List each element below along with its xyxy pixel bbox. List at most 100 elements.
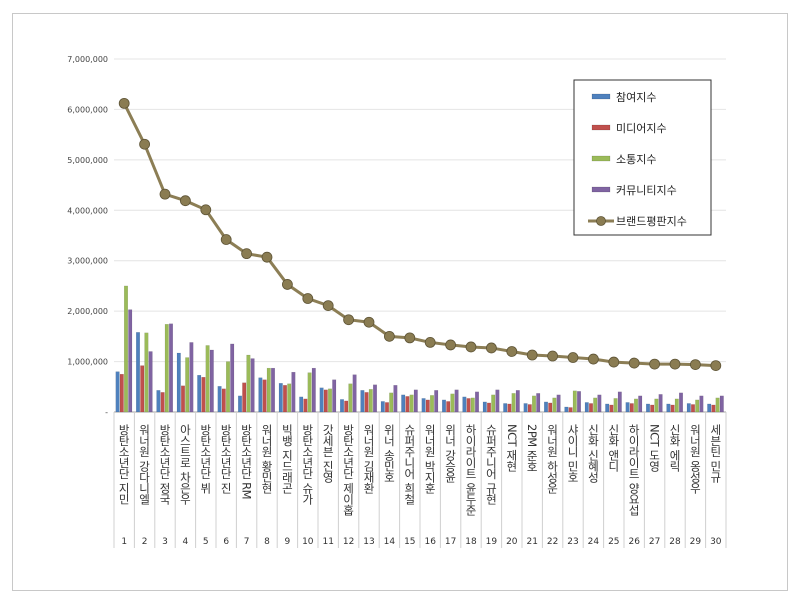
bar-4-23 (577, 391, 582, 413)
bar-1-3 (156, 390, 161, 413)
legend-label: 커뮤니티지수 (616, 184, 677, 197)
rank-label: 9 (285, 537, 291, 547)
rank-label: 5 (203, 537, 209, 547)
rank-label: 13 (363, 537, 374, 547)
rank-label: 7 (244, 537, 250, 547)
category-label: 방탄소년단 지민 (117, 424, 131, 504)
brand-index-point-21 (526, 349, 538, 361)
bar-4-4 (189, 342, 194, 413)
bar-2-26 (629, 403, 634, 413)
category-label: 신화 앤디 (607, 424, 621, 471)
bar-1-12 (340, 399, 345, 413)
bar-3-27 (654, 398, 659, 413)
bar-2-13 (364, 392, 369, 413)
brand-index-point-14 (383, 330, 395, 342)
bar-4-15 (413, 389, 418, 413)
bar-2-6 (221, 388, 226, 413)
rank-label: 29 (690, 537, 702, 547)
bar-2-17 (446, 401, 451, 413)
bar-2-28 (670, 404, 675, 413)
category-label: 방탄소년단 슈가 (301, 424, 315, 504)
rank-label: 28 (669, 537, 681, 547)
bar-2-20 (507, 403, 512, 413)
bar-3-6 (225, 361, 230, 413)
category-label: 방탄소년단 정국 (158, 424, 172, 504)
bar-2-21 (527, 404, 532, 413)
category-label: 워너원 옹성우 (688, 424, 702, 493)
brand-index-point-9 (281, 279, 293, 290)
bar-1-25 (605, 403, 610, 413)
brand-index-point-2 (139, 138, 151, 150)
bar-2-11 (323, 389, 328, 413)
rank-label: 17 (445, 537, 456, 547)
rank-label: 18 (465, 537, 477, 547)
bar-1-2 (135, 332, 140, 413)
bar-marks (115, 285, 724, 413)
brand-index-point-12 (343, 314, 355, 326)
bar-4-24 (597, 394, 602, 413)
category-label: 위너 강승윤 (444, 424, 458, 482)
bar-2-29 (691, 404, 696, 413)
rank-label: 1 (121, 537, 127, 547)
bar-2-2 (140, 365, 145, 413)
category-label: 2PM 준호 (525, 424, 539, 472)
bar-1-24 (584, 402, 589, 413)
bar-1-1 (115, 371, 120, 413)
bar-1-22 (544, 401, 549, 413)
bar-2-3 (160, 392, 165, 413)
bar-1-4 (176, 352, 181, 413)
brand-index-point-13 (363, 316, 375, 328)
bar-4-8 (271, 367, 276, 413)
category-label: 워너원 황민현 (260, 424, 274, 493)
category-label: 빅뱅 지드래곤 (280, 424, 294, 493)
rank-label: 30 (710, 537, 722, 547)
brand-index-point-19 (485, 342, 497, 354)
bar-3-20 (511, 393, 516, 413)
bar-3-23 (572, 390, 577, 413)
brand-index-point-1 (118, 97, 130, 109)
bar-3-1 (123, 285, 128, 413)
bar-2-7 (242, 382, 247, 413)
bar-4-28 (679, 392, 684, 413)
bar-4-5 (209, 349, 214, 413)
rank-label: 22 (547, 537, 558, 547)
category-label: 위너 송민호 (382, 424, 396, 482)
brand-index-point-17 (445, 339, 457, 351)
brand-index-point-27 (649, 358, 660, 370)
bar-1-21 (523, 403, 528, 413)
brand-index-point-15 (404, 332, 416, 344)
brand-index-point-20 (506, 346, 518, 357)
bar-2-16 (425, 399, 430, 413)
bar-2-22 (548, 402, 553, 413)
bar-1-27 (646, 403, 651, 413)
bar-4-11 (332, 379, 337, 413)
brand-index-point-10 (302, 293, 314, 304)
bar-2-1 (119, 373, 124, 413)
bar-3-3 (164, 324, 169, 413)
bar-1-19 (482, 401, 487, 413)
category-label: 방탄소년단 진 (219, 424, 233, 493)
bar-3-10 (307, 372, 312, 413)
bar-3-18 (470, 397, 475, 413)
brand-index-point-3 (159, 188, 171, 200)
bar-3-11 (328, 388, 333, 413)
bar-1-30 (707, 403, 712, 413)
bar-1-13 (360, 390, 365, 413)
bar-3-13 (368, 389, 373, 413)
legend-marker (596, 216, 606, 226)
bar-1-11 (319, 387, 324, 413)
rank-label: 21 (526, 537, 537, 547)
bar-3-5 (205, 345, 210, 413)
y-tick-label: 7,000,000 (67, 55, 108, 64)
bar-1-10 (299, 396, 304, 413)
bar-4-14 (393, 385, 398, 413)
bar-3-16 (430, 395, 435, 413)
bar-3-17 (450, 393, 455, 413)
brand-index-point-26 (628, 357, 640, 369)
bar-2-14 (385, 402, 390, 413)
rank-label: 6 (223, 537, 229, 547)
bar-1-28 (666, 403, 671, 413)
bar-1-8 (258, 377, 263, 413)
bar-3-21 (532, 395, 537, 413)
rank-label: 2 (142, 537, 148, 547)
